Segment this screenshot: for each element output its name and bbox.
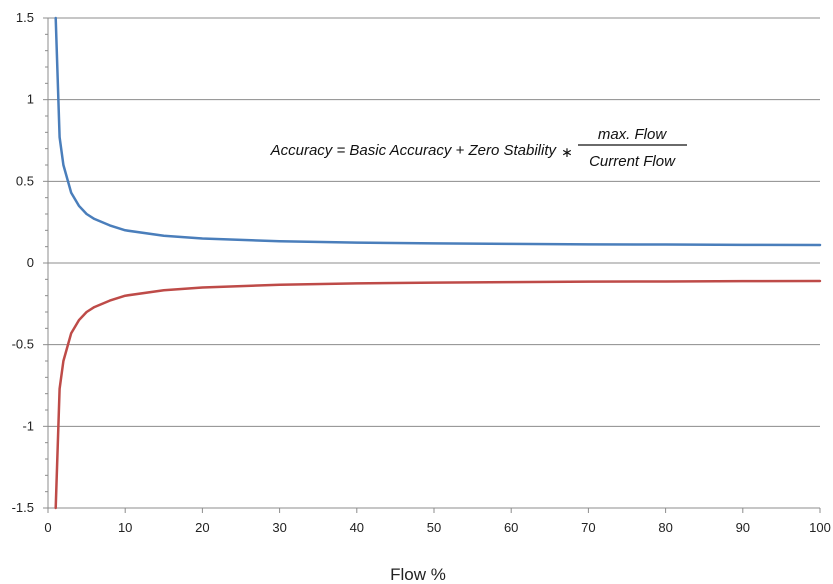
x-tick-label: 100 (809, 520, 831, 535)
formula-annotation: Accuracy = Basic Accuracy + Zero Stabili… (270, 126, 687, 170)
x-tick-label: 30 (272, 520, 286, 535)
series-line-2 (54, 279, 822, 510)
x-tick-label: 40 (350, 520, 364, 535)
series-line-1 (54, 16, 822, 247)
x-axis-title: Flow % (390, 565, 446, 584)
x-tick-label: 0 (44, 520, 51, 535)
formula-lhs: Accuracy = Basic Accuracy + Zero Stabili… (270, 142, 558, 159)
y-tick-label: 0.5 (16, 173, 34, 188)
y-tick-label: -0.5 (12, 337, 34, 352)
x-tick-label: 60 (504, 520, 518, 535)
x-tick-label: 80 (658, 520, 672, 535)
x-tick-label: 50 (427, 520, 441, 535)
formula-denominator: Current Flow (589, 153, 676, 170)
y-tick-label: 0 (27, 255, 34, 270)
x-tick-label: 90 (736, 520, 750, 535)
series-lines (54, 16, 822, 510)
formula-operator: ∗ (561, 144, 573, 160)
y-tick-label: -1.5 (12, 500, 34, 515)
y-tick-label: -1 (22, 418, 34, 433)
grid-lines (48, 17, 820, 509)
x-tick-label: 20 (195, 520, 209, 535)
x-tick-label: 10 (118, 520, 132, 535)
axis-ticks: 1.5 1 0.5 0 -0.5 -1 -1.5 0 10 20 30 40 50 60 70 80 90 100 (12, 10, 831, 535)
y-tick-label: 1.5 (16, 10, 34, 25)
formula-numerator: max. Flow (598, 126, 668, 143)
x-tick-label: 70 (581, 520, 595, 535)
y-tick-label: 1 (27, 92, 34, 107)
